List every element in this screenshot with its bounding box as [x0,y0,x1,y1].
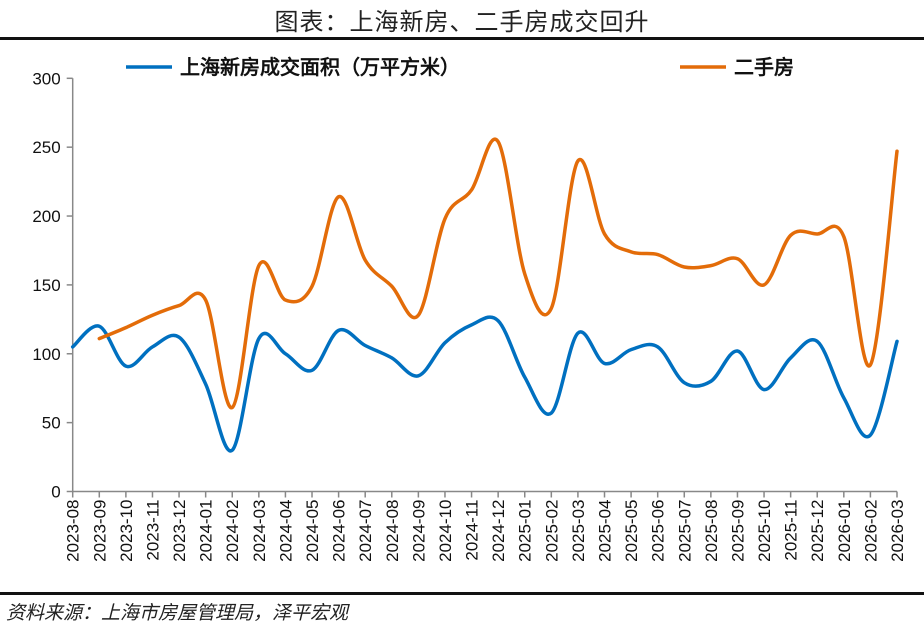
x-tick-label: 2024-01 [197,500,216,562]
x-tick-label: 2026-01 [835,500,854,562]
x-tick-label: 2025-03 [569,500,588,562]
x-tick-label: 2025-02 [542,500,561,562]
x-tick-label: 2025-01 [516,500,535,562]
x-tick-label: 2025-11 [782,500,801,561]
x-tick-label: 2024-02 [223,500,242,562]
x-tick-label: 2024-10 [436,500,455,562]
y-tick-label: 250 [32,138,60,157]
x-tick-label: 2025-12 [808,500,827,562]
x-tick-label: 2023-09 [90,500,109,562]
y-tick-label: 0 [51,483,60,502]
x-tick-label: 2026-03 [888,500,907,562]
x-tick-label: 2025-05 [622,500,641,562]
x-tick-label: 2025-07 [675,500,694,562]
x-tick-label: 2024-03 [250,500,269,562]
x-tick-label: 2024-11 [463,500,482,561]
x-tick-label: 2025-06 [649,500,668,562]
series-line-1 [70,315,899,453]
y-tick-label: 100 [32,345,60,364]
x-tick-label: 2025-04 [596,500,615,562]
x-tick-label: 2024-07 [356,500,375,562]
top-rule [0,37,924,40]
x-tick-label: 2023-08 [64,500,83,562]
x-tick-label: 2025-10 [755,500,774,562]
y-tick-label: 300 [32,69,60,88]
legend-label-2: 二手房 [734,55,794,79]
x-tick-label: 2025-09 [728,500,747,562]
x-tick-label: 2024-09 [409,500,428,562]
source-note: 资料来源：上海市房屋管理局，泽平宏观 [6,602,349,624]
y-tick-label: 200 [32,207,60,226]
series-line-2 [97,137,899,410]
x-tick-label: 2023-10 [117,500,136,562]
x-tick-label: 2024-08 [383,500,402,562]
x-tick-label: 2023-12 [170,500,189,562]
x-tick-label: 2026-02 [861,500,880,562]
x-tick-label: 2023-11 [143,500,162,561]
legend-label-1: 上海新房成交面积（万平方米） [180,55,460,79]
x-tick-label: 2024-12 [489,500,508,562]
bottom-rule [0,592,924,595]
x-tick-label: 2024-06 [330,500,349,562]
x-tick-label: 2025-08 [702,500,721,562]
x-tick-label: 2024-05 [303,500,322,562]
y-tick-label: 50 [42,414,61,433]
x-tick-label: 2024-04 [276,500,295,562]
y-tick-label: 150 [32,276,60,295]
figure-title: 图表：上海新房、二手房成交回升 [274,8,650,36]
